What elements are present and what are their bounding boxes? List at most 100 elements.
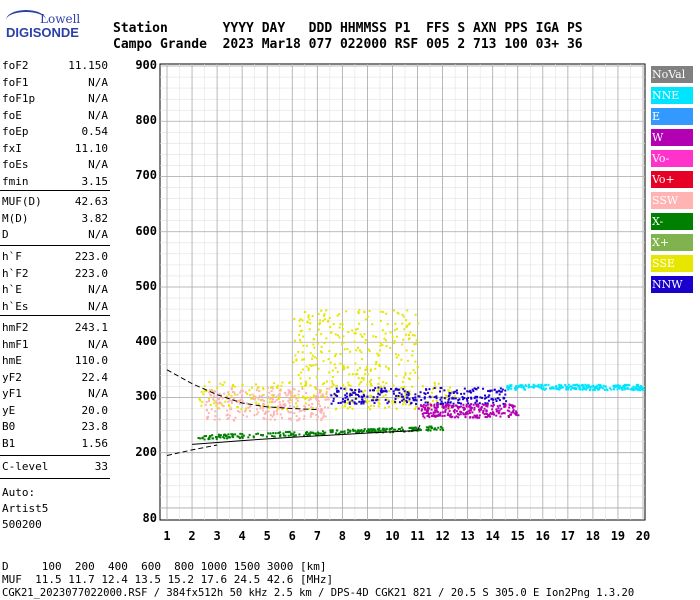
data-point-sse [392,309,395,312]
data-point-sse [361,376,364,379]
param-m-d-: M(D) 3.82 [2,212,108,226]
data-point-nnw [423,397,426,400]
data-point-nne [626,386,629,389]
data-point-x- [408,426,411,429]
data-point-w [511,404,514,407]
data-point-ssw [229,407,232,410]
data-point-sse [313,356,316,359]
data-point-x- [388,428,391,431]
data-point-nnw [463,397,466,400]
x-tick-label: 15 [510,529,525,543]
data-point-x- [218,435,221,438]
data-point-sse [366,383,369,386]
panel-divider [0,455,110,456]
data-point-w [420,405,423,408]
data-point-x- [282,432,285,435]
data-point-sse [384,393,387,396]
data-point-sse [435,399,438,402]
data-point-nne [528,384,531,387]
data-point-nnw [411,397,414,400]
data-point-w [477,416,480,419]
data-point-w [425,409,428,412]
data-point-nne [565,388,568,391]
data-point-w [435,414,438,417]
data-point-sse [329,326,332,329]
data-point-w [422,406,425,409]
data-point-sse [397,363,400,366]
data-point-sse [339,353,342,356]
data-point-ssw [227,391,230,394]
data-point-x- [378,427,381,430]
data-point-sse [347,381,350,384]
data-point-x- [370,428,373,431]
data-point-w [436,415,439,418]
data-point-ssw [319,391,322,394]
data-point-ssw [214,410,217,413]
data-point-sse [320,389,323,392]
data-point-ssw [310,412,313,415]
data-point-x- [362,429,365,432]
data-point-ssw [217,397,220,400]
data-point-sse [257,403,260,406]
data-point-w [497,407,500,410]
data-point-ssw [315,394,318,397]
data-point-ssw [227,400,230,403]
data-point-nnw [458,398,461,401]
data-point-sse [397,312,400,315]
data-point-sse [315,357,318,360]
data-point-sse [230,394,233,397]
data-point-sse [308,318,311,321]
data-point-x- [273,435,276,438]
data-point-x- [227,433,230,436]
data-point-sse [395,388,398,391]
param-h-es: h`Es N/A [2,300,108,314]
data-point-sse [322,360,325,363]
data-point-x- [312,431,315,434]
data-point-x- [414,428,417,431]
data-point-nne [557,387,560,390]
data-point-sse [293,339,296,342]
data-point-ssw [282,403,285,406]
data-point-sse [369,382,372,385]
data-point-ssw [288,411,291,414]
data-point-ssw [277,393,280,396]
data-point-sse [322,382,325,385]
data-point-nnw [332,397,335,400]
data-point-ssw [211,390,214,393]
data-point-w [433,406,436,409]
data-point-w [457,416,460,419]
data-point-sse [387,399,390,402]
data-point-sse [199,399,202,402]
data-point-ssw [257,411,260,414]
data-point-x- [224,435,227,438]
data-point-x- [357,429,360,432]
data-point-sse [364,389,367,392]
data-point-ssw [236,393,239,396]
data-point-sse [383,337,386,340]
data-point-sse [341,323,344,326]
data-point-nne [565,386,568,389]
data-point-nne [513,387,516,390]
data-point-nne [602,384,605,387]
data-point-nne [614,385,617,388]
data-point-nnw [330,402,333,405]
data-point-nnw [414,398,417,401]
y-tick-label: 700 [135,168,157,183]
data-point-nne [581,385,584,388]
data-point-nnw [370,399,373,402]
data-point-sse [298,338,301,341]
data-point-w [463,406,466,409]
data-point-w [503,405,506,408]
data-point-nne [637,388,640,391]
data-point-sse [301,351,304,354]
data-point-ssw [297,393,300,396]
data-point-nnw [466,390,469,393]
data-point-sse [394,322,397,325]
data-point-nnw [487,390,490,393]
data-point-ssw [320,419,323,422]
data-point-w [451,404,454,407]
data-point-w [498,404,501,407]
data-point-sse [279,405,282,408]
data-point-ssw [241,389,244,392]
data-point-nne [514,387,517,390]
